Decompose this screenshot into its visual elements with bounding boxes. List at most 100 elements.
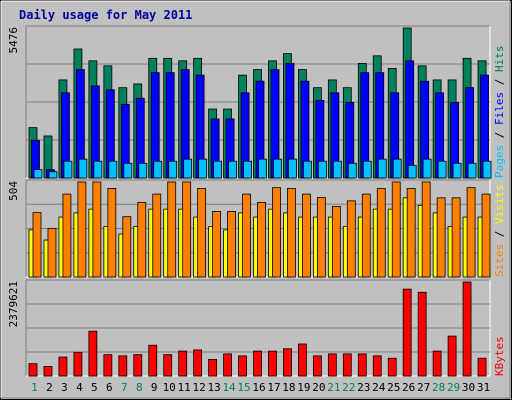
x-tick-label: 18 bbox=[282, 381, 295, 394]
x-axis-labels: 1 2 3 4 5 6 7 8 9 10 11 12 13 14 15 16 17 18 19 20 21 22 23 24 2… bbox=[31, 381, 490, 394]
bar-pages-day-28 bbox=[437, 160, 447, 179]
x-tick-label: 7 bbox=[121, 381, 128, 394]
x-tick-label: 15 bbox=[237, 381, 250, 394]
y-max-label: 2379621 bbox=[7, 281, 20, 327]
bar-files-day-26 bbox=[405, 60, 415, 179]
bar-pages-day-14 bbox=[228, 160, 237, 179]
bar-sites-day-10 bbox=[167, 181, 177, 278]
bar-pages-day-19 bbox=[303, 160, 312, 179]
x-tick-label: 8 bbox=[136, 381, 143, 394]
bar-pages-day-31 bbox=[482, 160, 492, 179]
bar-pages-day-8 bbox=[138, 162, 148, 179]
bar-pages-day-22 bbox=[347, 162, 357, 179]
bar-sites-day-6 bbox=[107, 188, 117, 278]
legend-pages: Pages bbox=[493, 145, 506, 178]
bar-kbytes-day-6 bbox=[103, 354, 113, 377]
legend-separator: / bbox=[493, 224, 506, 244]
bar-kbytes-day-15 bbox=[238, 355, 247, 377]
x-tick-label: 20 bbox=[312, 381, 325, 394]
legend-separator: / bbox=[493, 125, 506, 145]
legend-separator: / bbox=[493, 72, 506, 92]
bar-sites-day-16 bbox=[257, 201, 266, 278]
bar-pages-day-21 bbox=[332, 160, 342, 179]
x-tick-label: 19 bbox=[297, 381, 310, 394]
bar-pages-day-24 bbox=[377, 158, 387, 179]
bar-sites-day-25 bbox=[391, 181, 401, 278]
bar-kbytes-day-16 bbox=[253, 350, 262, 377]
x-tick-label: 25 bbox=[387, 381, 400, 394]
bar-sites-day-18 bbox=[287, 188, 296, 278]
bar-pages-day-27 bbox=[422, 158, 432, 179]
bar-sites-day-24 bbox=[376, 188, 386, 278]
bar-sites-day-13 bbox=[212, 211, 222, 278]
x-tick-label: 11 bbox=[178, 381, 191, 394]
bar-pages-day-15 bbox=[243, 160, 252, 179]
bar-kbytes-day-23 bbox=[357, 353, 367, 377]
bar-sites-day-15 bbox=[242, 193, 251, 278]
y-max-label: 5476 bbox=[7, 27, 20, 54]
bar-kbytes-day-1 bbox=[28, 363, 38, 377]
x-tick-label: 23 bbox=[357, 381, 370, 394]
bar-sites-day-19 bbox=[302, 193, 311, 278]
bar-kbytes-day-3 bbox=[58, 356, 68, 377]
bar-kbytes-day-10 bbox=[163, 354, 173, 377]
series-axis-label: Pages / Files / Hits bbox=[493, 46, 506, 179]
bar-kbytes-day-9 bbox=[148, 344, 158, 377]
bar-pages-day-12 bbox=[198, 158, 208, 179]
x-tick-label: 17 bbox=[267, 381, 280, 394]
bar-pages-day-13 bbox=[213, 160, 223, 179]
bar-kbytes-day-27 bbox=[417, 291, 427, 377]
bar-sites-day-3 bbox=[62, 193, 72, 278]
x-tick-label: 21 bbox=[327, 381, 340, 394]
bar-sites-day-26 bbox=[406, 188, 416, 278]
bar-pages-day-23 bbox=[362, 160, 372, 179]
bar-kbytes-day-30 bbox=[462, 281, 472, 377]
bar-sites-day-23 bbox=[361, 193, 371, 278]
bar-sites-day-14 bbox=[227, 211, 236, 278]
bar-sites-day-2 bbox=[47, 227, 57, 278]
bar-kbytes-day-20 bbox=[312, 355, 322, 377]
bar-sites-day-8 bbox=[137, 201, 147, 278]
bar-sites-day-11 bbox=[182, 181, 192, 278]
bar-pages-day-16 bbox=[258, 158, 267, 179]
x-tick-label: 27 bbox=[417, 381, 430, 394]
bar-kbytes-day-25 bbox=[387, 357, 397, 377]
legend-sites: Sites bbox=[493, 244, 506, 277]
bar-sites-day-31 bbox=[481, 193, 491, 278]
x-tick-label: 2 bbox=[46, 381, 53, 394]
x-tick-label: 1 bbox=[31, 381, 38, 394]
bar-sites-day-22 bbox=[346, 200, 356, 278]
bar-pages-day-3 bbox=[63, 160, 73, 179]
bar-sites-day-4 bbox=[77, 181, 87, 278]
bar-pages-day-2 bbox=[48, 171, 58, 179]
bar-kbytes-day-14 bbox=[223, 353, 232, 377]
bar-pages-day-9 bbox=[153, 160, 163, 179]
x-tick-label: 5 bbox=[91, 381, 98, 394]
bar-sites-day-17 bbox=[272, 187, 281, 278]
bar-sites-day-30 bbox=[466, 187, 476, 278]
bar-sites-day-5 bbox=[92, 181, 102, 278]
x-tick-label: 16 bbox=[252, 381, 265, 394]
bar-pages-day-10 bbox=[168, 160, 178, 179]
bar-pages-day-11 bbox=[183, 158, 193, 179]
series-axis-label: KBytes bbox=[493, 336, 506, 376]
bar-pages-day-18 bbox=[288, 158, 297, 179]
x-tick-label: 4 bbox=[76, 381, 83, 394]
bar-sites-day-12 bbox=[197, 188, 207, 278]
bar-kbytes-day-28 bbox=[432, 350, 442, 377]
x-tick-label: 31 bbox=[477, 381, 490, 394]
bar-pages-day-6 bbox=[108, 160, 118, 179]
bar-kbytes-day-22 bbox=[342, 353, 352, 377]
bar-kbytes-day-11 bbox=[178, 350, 188, 377]
x-tick-label: 13 bbox=[207, 381, 220, 394]
bar-kbytes-day-7 bbox=[118, 355, 128, 377]
bar-sites-day-1 bbox=[32, 212, 42, 278]
bar-kbytes-day-4 bbox=[73, 351, 83, 377]
x-tick-label: 6 bbox=[106, 381, 113, 394]
series-axis-label: Sites / Visits bbox=[493, 184, 506, 277]
bar-sites-day-29 bbox=[451, 197, 461, 278]
bar-kbytes-day-13 bbox=[208, 359, 218, 377]
x-tick-label: 24 bbox=[372, 381, 386, 394]
bar-sites-day-7 bbox=[122, 216, 132, 278]
bar-pages-day-25 bbox=[392, 158, 402, 179]
